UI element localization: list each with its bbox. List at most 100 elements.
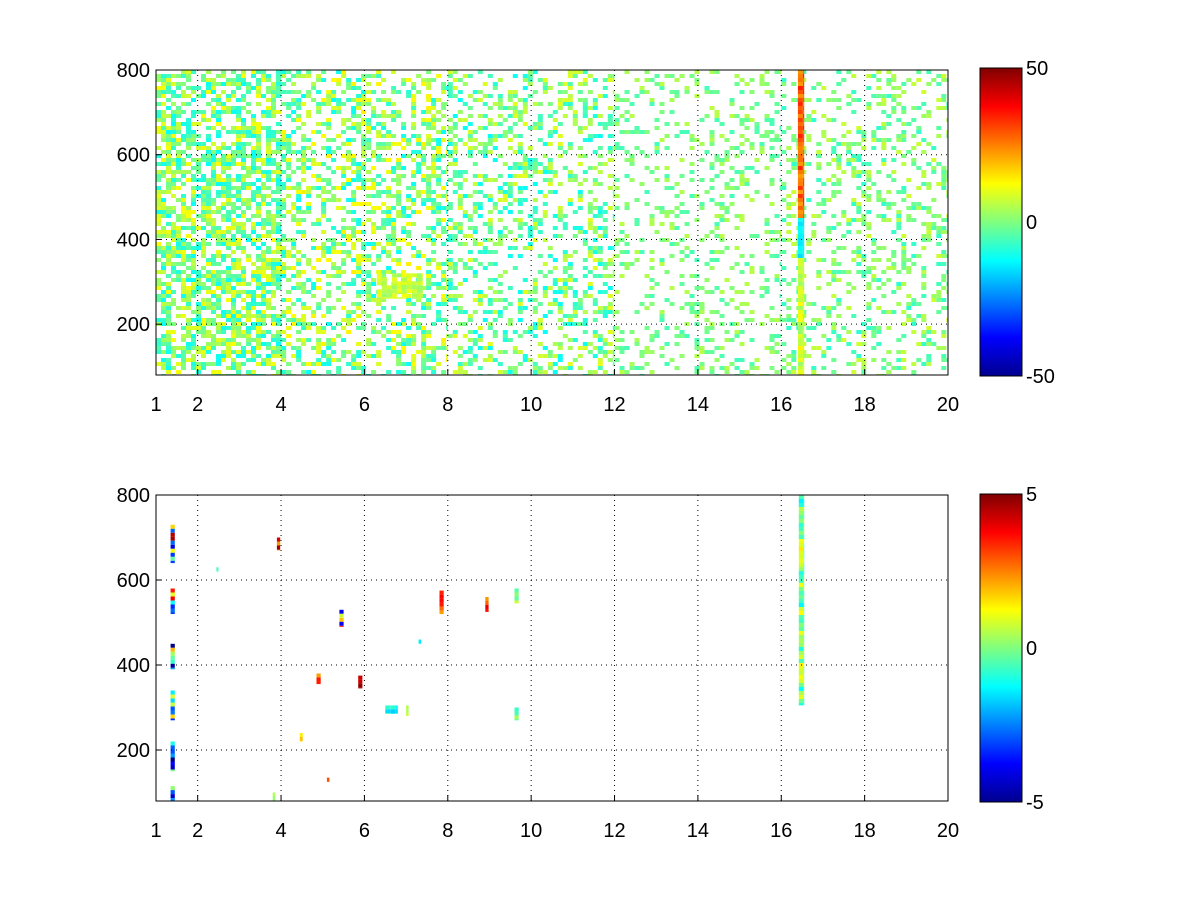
top-heatmap-cell: [261, 342, 266, 346]
top-heatmap-cell: [171, 226, 176, 230]
top-heatmap-cell: [161, 214, 166, 218]
top-heatmap-cell: [764, 218, 770, 222]
top-heatmap-cell: [241, 282, 246, 286]
top-heatmap-cell: [946, 78, 948, 82]
top-heatmap-cell: [644, 306, 650, 310]
top-heatmap-cell: [381, 334, 387, 338]
top-heatmap-cell: [161, 114, 166, 118]
top-heatmap-cell: [161, 78, 166, 82]
top-heatmap-cell: [231, 78, 236, 82]
top-heatmap-cell: [326, 94, 332, 98]
top-heatmap-cell: [472, 358, 478, 362]
top-heatmap-cell: [587, 206, 593, 210]
top-heatmap-cell: [406, 285, 412, 290]
top-heatmap-cell: [629, 154, 635, 158]
top-heatmap-cell: [624, 174, 630, 178]
top-heatmap-cell: [669, 110, 675, 114]
top-heatmap-cell: [802, 182, 805, 186]
top-heatmap-cell: [629, 330, 635, 334]
top-heatmap-cell: [241, 162, 246, 166]
top-heatmap-cell: [411, 222, 417, 226]
bottom-heatmap-cell: [798, 603, 804, 607]
top-heatmap-cell: [512, 350, 518, 354]
top-heatmap-cell: [426, 298, 432, 302]
top-heatmap-cell: [261, 274, 266, 278]
top-heatmap-cell: [497, 114, 503, 118]
top-heatmap-cell: [421, 338, 427, 342]
top-heatmap-cell: [562, 282, 568, 286]
top-heatmap-cell: [709, 90, 715, 94]
top-heatmap-cell: [467, 330, 473, 334]
top-heatmap-cell: [557, 142, 563, 146]
top-heatmap-cell: [674, 206, 680, 210]
top-heatmap-cell: [886, 174, 892, 178]
top-heatmap-cell: [306, 146, 312, 150]
top-heatmap-cell: [871, 74, 877, 78]
top-heatmap-cell: [851, 250, 857, 254]
top-heatmap-cell: [517, 318, 523, 322]
top-heatmap-cell: [226, 94, 231, 98]
top-heatmap-cell: [719, 298, 725, 302]
top-heatmap-cell: [201, 326, 206, 330]
top-heatmap-cell: [316, 326, 322, 330]
top-heatmap-cell: [941, 274, 947, 278]
top-heatmap-cell: [406, 138, 412, 142]
top-heatmap-cell: [607, 306, 613, 310]
top-heatmap-cell: [487, 226, 493, 230]
top-heatmap-cell: [216, 234, 221, 238]
top-heatmap-cell: [797, 234, 803, 238]
top-heatmap-cell: [542, 314, 548, 318]
top-heatmap-cell: [171, 186, 176, 190]
top-heatmap-cell: [226, 194, 231, 198]
top-heatmap-cell: [316, 258, 322, 262]
top-heatmap-cell: [684, 234, 690, 238]
top-heatmap-cell: [811, 346, 817, 350]
top-heatmap-cell: [684, 246, 690, 250]
top-heatmap-cell: [241, 126, 246, 130]
top-heatmap-cell: [181, 238, 186, 242]
top-heatmap-cell: [231, 294, 236, 298]
top-heatmap-cell: [791, 166, 797, 170]
top-heatmap-cell: [921, 114, 927, 118]
top-heatmap-cell: [371, 90, 377, 94]
top-heatmap-cell: [532, 126, 538, 130]
top-heatmap-cell: [797, 338, 803, 342]
top-heatmap-cell: [296, 222, 302, 226]
top-heatmap-cell: [607, 258, 613, 262]
top-heatmap-cell: [436, 150, 442, 154]
top-heatmap-cell: [936, 134, 942, 138]
top-heatmap-cell: [786, 158, 792, 162]
top-heatmap-cell: [487, 354, 493, 358]
top-heatmap-cell: [816, 150, 822, 154]
top-heatmap-cell: [316, 350, 322, 354]
top-heatmap-cell: [826, 282, 832, 286]
top-heatmap-cell: [664, 146, 670, 150]
top-heatmap-cell: [831, 158, 837, 162]
top-heatmap-cell: [386, 214, 392, 218]
top-heatmap-cell: [306, 166, 312, 170]
top-heatmap-cell: [841, 270, 847, 274]
top-heatmap-cell: [356, 178, 362, 182]
top-heatmap-cell: [946, 190, 948, 194]
top-heatmap-cell: [739, 118, 745, 122]
top-heatmap-cell: [411, 94, 417, 98]
top-heatmap-cell: [851, 74, 857, 78]
top-heatmap-cell: [624, 346, 630, 350]
top-heatmap-cell: [936, 82, 942, 86]
top-heatmap-cell: [321, 254, 327, 258]
top-heatmap-cell: [679, 130, 685, 134]
top-heatmap-cell: [186, 278, 191, 282]
top-heatmap-cell: [356, 102, 362, 106]
top-heatmap-cell: [311, 174, 317, 178]
top-heatmap-cell: [729, 98, 735, 102]
bottom-heatmap-cell: [798, 507, 804, 511]
top-heatmap-cell: [321, 270, 327, 274]
top-heatmap-cell: [487, 218, 493, 222]
top-heatmap-cell: [381, 126, 387, 130]
top-heatmap-cell: [236, 194, 241, 198]
top-heatmap-cell: [587, 246, 593, 250]
top-heatmap-cell: [301, 134, 307, 138]
top-heatmap-cell: [226, 98, 231, 102]
top-heatmap-cell: [201, 242, 206, 246]
